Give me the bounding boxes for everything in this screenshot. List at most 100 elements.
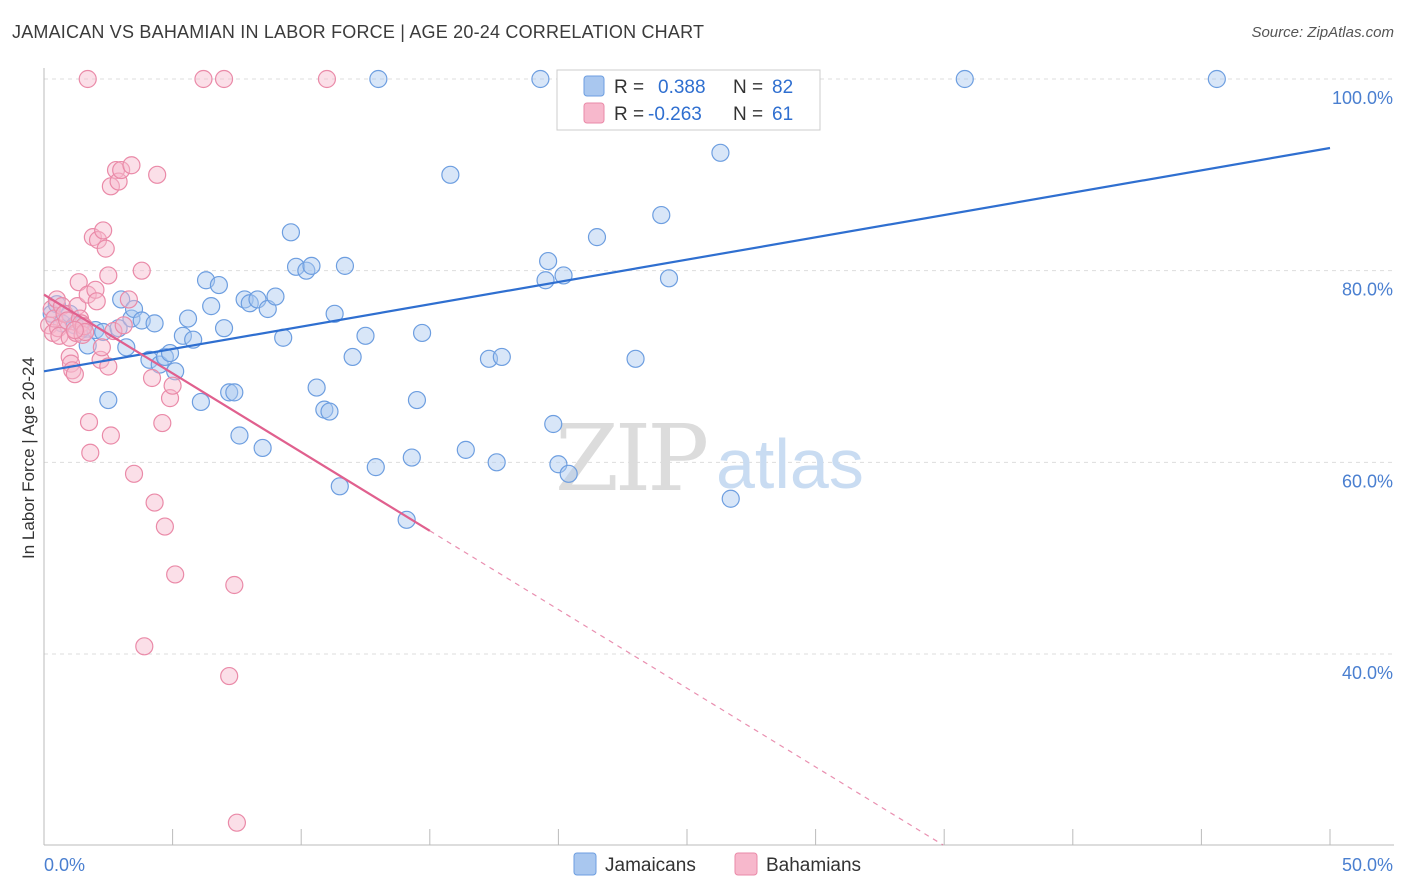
y-tick-label-3: 100.0% (1332, 88, 1393, 108)
point-jamaicans-38 (266, 287, 285, 306)
point-bahamians-50 (145, 493, 164, 512)
stats-n-label-bahamians: N = (733, 104, 763, 125)
stats-n-value-jamaicans: 82 (772, 77, 793, 98)
legend-swatch-jamaicans (573, 852, 597, 876)
point-jamaicans-40 (281, 223, 301, 242)
point-bahamians-46 (124, 464, 144, 483)
point-jamaicans-17 (145, 314, 164, 333)
stats-n-value-bahamians: 61 (772, 104, 793, 125)
point-jamaicans-11 (112, 290, 131, 309)
point-jamaicans-22 (173, 326, 192, 345)
point-jamaicans-49 (335, 256, 355, 275)
point-jamaicans-69 (559, 464, 578, 483)
point-bahamians-14 (65, 365, 84, 384)
trend-line-bahamians-extension (429, 530, 944, 846)
point-jamaicans-48 (330, 477, 349, 496)
stats-r-value-jamaicans: 0.388 (658, 77, 706, 98)
point-bahamians-41 (109, 172, 128, 191)
y-tick-label-1: 60.0% (1342, 471, 1393, 491)
stats-swatch-jamaicans (583, 75, 605, 97)
axes (43, 68, 1394, 846)
point-jamaicans-10 (109, 319, 128, 338)
point-bahamians-60 (214, 69, 234, 89)
x-tick-label-1: 50.0% (1342, 855, 1393, 875)
point-jamaicans-71 (626, 349, 645, 368)
grid-lines (44, 78, 1394, 655)
point-jamaicans-63 (531, 69, 550, 89)
x-tick-labels: 0.0% 50.0% (44, 855, 1393, 875)
stats-swatch-bahamians (583, 102, 605, 124)
point-jamaicans-20 (160, 343, 180, 363)
point-bahamians-47 (132, 261, 151, 280)
trend-line-bahamians (43, 293, 431, 532)
point-jamaicans-57 (412, 323, 432, 343)
watermark: ZIP atlas (555, 405, 864, 512)
point-bahamians-28 (87, 292, 106, 311)
point-bahamians-63 (317, 69, 337, 89)
legend-label-bahamians: Bahamians (766, 855, 861, 876)
point-jamaicans-44 (307, 378, 326, 397)
point-jamaicans-79 (1207, 69, 1226, 89)
point-bahamians-57 (220, 666, 239, 686)
point-jamaicans-72 (652, 205, 671, 225)
point-bahamians-36 (99, 266, 118, 285)
watermark-zip: ZIP (555, 405, 706, 512)
y-tick-label-2: 80.0% (1342, 280, 1393, 300)
point-jamaicans-41 (286, 257, 306, 276)
y-axis-label: In Labor Force | Age 20-24 (19, 357, 38, 559)
point-bahamians-34 (96, 239, 115, 258)
point-bahamians-55 (163, 376, 182, 395)
legend-label-jamaicans: Jamaicans (605, 855, 696, 876)
point-jamaicans-61 (492, 347, 511, 367)
point-jamaicans-23 (178, 309, 198, 328)
point-bahamians-48 (135, 637, 154, 656)
point-bahamians-43 (114, 316, 133, 335)
point-jamaicans-25 (191, 392, 210, 412)
point-jamaicans-78 (955, 69, 974, 89)
point-bahamians-29 (83, 228, 102, 247)
point-bahamians-26 (65, 320, 84, 340)
point-bahamians-59 (227, 813, 246, 832)
point-bahamians-24 (79, 412, 99, 432)
point-jamaicans-73 (659, 269, 679, 288)
point-jamaicans-54 (397, 510, 416, 529)
point-bahamians-51 (148, 165, 167, 184)
point-jamaicans-29 (214, 319, 234, 338)
point-bahamians-53 (155, 517, 174, 536)
point-jamaicans-65 (539, 251, 558, 271)
y-tick-label-0: 40.0% (1342, 663, 1393, 683)
point-bahamians-49 (142, 368, 162, 388)
watermark-atlas: atlas (716, 425, 864, 503)
point-bahamians-25 (81, 443, 100, 462)
point-jamaicans-52 (366, 458, 385, 477)
point-jamaicans-46 (320, 402, 339, 421)
x-tick-label-0: 0.0% (44, 855, 85, 875)
point-bahamians-62 (194, 69, 213, 89)
point-bahamians-32 (92, 338, 111, 357)
point-jamaicans-31 (225, 383, 244, 402)
point-bahamians-11 (60, 347, 79, 367)
point-jamaicans-6 (78, 336, 97, 355)
point-jamaicans-9 (99, 390, 118, 410)
point-jamaicans-59 (456, 440, 475, 459)
point-jamaicans-53 (369, 69, 388, 89)
point-jamaicans-32 (230, 426, 249, 445)
point-jamaicans-51 (356, 326, 375, 345)
chart-title: JAMAICAN VS BAHAMIAN IN LABOR FORCE | AG… (12, 22, 705, 42)
point-bahamians-42 (112, 160, 131, 180)
point-jamaicans-75 (721, 489, 740, 508)
point-bahamians-58 (225, 575, 244, 595)
legend: Jamaicans Bahamians (573, 852, 861, 876)
point-jamaicans-58 (441, 165, 460, 184)
point-jamaicans-43 (302, 256, 321, 275)
legend-swatch-bahamians (734, 852, 758, 876)
point-bahamians-61 (78, 69, 97, 89)
point-bahamians-27 (86, 280, 105, 299)
stats-r-label-jamaicans: R = (614, 77, 644, 98)
point-jamaicans-30 (220, 383, 239, 402)
point-jamaicans-21 (166, 362, 185, 381)
point-bahamians-56 (166, 565, 185, 584)
point-bahamians-38 (101, 426, 120, 445)
point-bahamians-33 (94, 221, 113, 240)
